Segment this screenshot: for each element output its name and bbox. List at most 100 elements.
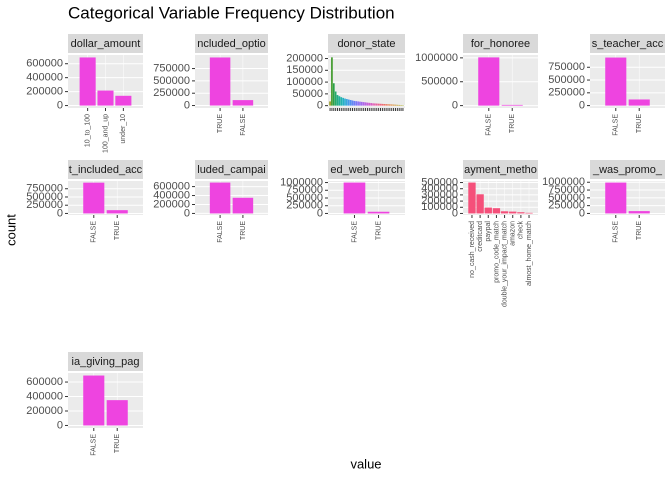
y-tick-label: 0 [57,207,63,219]
strip: for_honoree [463,34,538,53]
strip: luded_campai [195,160,268,179]
bar [83,182,105,214]
bar [353,100,356,106]
bar [368,102,371,106]
y-tick-label: 250000 [286,200,323,212]
strip-label: for_honoree [471,38,530,50]
y-tick-label: 600000 [26,58,63,70]
bar [377,103,380,106]
bar [605,182,627,214]
strip-label: ayment_metho [464,164,537,176]
bar [336,95,339,106]
bar [106,210,128,214]
bar [381,103,384,106]
y-tick-label: 0 [579,100,585,112]
bar [389,104,391,106]
bar [492,208,501,214]
strip-background [590,160,665,179]
x-tick-label: FALSE [240,114,247,136]
x-tick-label: under_10 [120,114,127,144]
y-tick-label: 0 [452,100,458,112]
x-tick-label: double_your_impact_match [501,221,508,307]
y-tick-label: 0 [184,207,190,219]
bar [392,104,395,106]
x-tick-label: TRUE [114,221,121,240]
strip-label: _was_promo_ [592,164,663,176]
strip-background [68,34,143,53]
y-tick-label: 750000 [26,183,63,195]
bar [364,102,367,106]
strip-background [328,160,405,179]
y-tick-label: 0 [184,99,190,111]
x-tick-label: amazon [510,221,517,246]
bar [346,99,348,106]
bar [370,103,373,106]
y-tick-label: 50000 [292,88,323,100]
strip-background [68,352,143,371]
bar [400,105,402,106]
x-tick-label: FALSE [486,114,493,136]
x-tick-label: TRUE [636,221,643,240]
y-tick-label: 250000 [26,199,63,211]
bar [379,103,382,106]
y-tick-label: 200000 [26,405,63,417]
x-tick-label: TRUE [375,221,382,240]
bar [344,98,346,106]
bar [106,400,128,426]
bar [340,97,343,106]
bar [525,212,533,214]
bar [374,103,376,106]
bar [628,211,650,214]
bar [343,182,366,214]
y-tick-label: 500000 [421,76,458,88]
bar [79,57,96,106]
strip-background [328,34,405,53]
y-tick-label: 750000 [548,61,585,73]
bar [362,102,365,106]
strip: ncluded_optio [195,34,268,53]
strip-background [463,160,538,179]
strip: donor_state [328,34,405,53]
x-axis-label: value [350,456,381,471]
strip-label: t_included_acc [69,164,143,176]
y-tick-label: 400000 [26,72,63,84]
strip-background [463,34,538,53]
panel-background [68,373,143,428]
y-tick-label: 400000 [421,183,458,195]
y-tick-label: 750000 [286,184,323,196]
y-tick-label: 1000000 [542,176,585,188]
y-tick-label: 200000 [153,198,190,210]
y-tick-label: 0 [317,207,323,219]
bar [355,101,358,106]
strip-background [590,34,665,53]
strip-background [195,160,268,179]
chart-title: Categorical Variable Frequency Distribut… [68,3,395,22]
y-tick-label: 400000 [153,189,190,201]
strip: ayment_metho [463,160,538,179]
x-tick-label: FALSE [351,221,358,243]
bar [349,99,352,106]
bar [500,211,509,214]
bar [357,101,359,106]
x-tick-label: FALSE [91,221,98,243]
y-tick-label: 150000 [286,64,323,76]
bar [372,103,374,106]
y-tick-label: 300000 [421,189,458,201]
x-tick-label: creditcard [477,221,484,252]
y-tick-label: 500000 [26,191,63,203]
y-tick-label: 500000 [153,75,190,87]
y-tick-label: 0 [452,207,458,219]
panel: ia_giving_pag 0 200000 400000 600000 FALSE TRU… [26,352,143,456]
strip-background [68,160,143,179]
y-tick-label: 500000 [548,74,585,86]
x-tick-label: 10_to_100 [84,114,91,147]
bar [390,104,393,106]
bar [396,104,399,106]
y-tick-label: 600000 [153,180,190,192]
x-tick-label: paypal [485,221,492,242]
